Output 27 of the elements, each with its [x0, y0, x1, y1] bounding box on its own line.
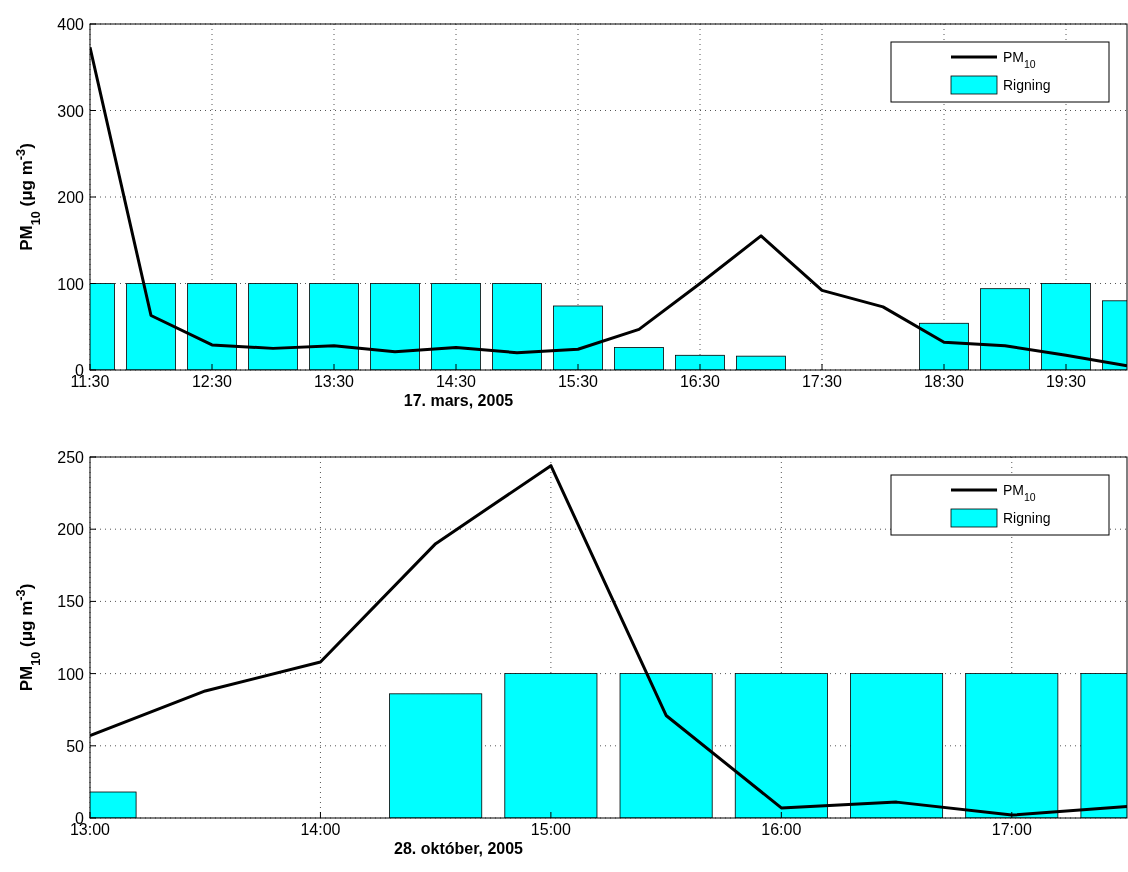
x-tick-label: 16:30: [679, 373, 721, 390]
x-tick-label: 13:30: [313, 373, 355, 390]
y-tick-label: 150: [57, 593, 85, 611]
legend-label: Rigning: [1003, 77, 1051, 93]
y-tick-label: 100: [57, 665, 85, 683]
y-tick-label: 200: [57, 521, 85, 539]
x-tick-label: 15:00: [530, 821, 572, 838]
y-tick-label: 250: [57, 449, 85, 466]
y-tick-label: 50: [66, 737, 85, 755]
x-tick-label: 19:30: [1045, 373, 1087, 390]
legend-label: PM$_{10}$: [1003, 482, 1036, 503]
y-tick-label: 300: [57, 102, 85, 120]
y-tick-label: 400: [57, 16, 85, 33]
x-axis-title: 28. október, 2005: [394, 840, 524, 857]
x-tick-label: 16:00: [761, 821, 802, 838]
x-tick-label: 17:00: [991, 821, 1032, 838]
y-tick-label: 200: [57, 189, 85, 206]
x-tick-label: 12:30: [191, 373, 233, 390]
x-tick-label: 15:30: [557, 373, 599, 390]
legend-label: Rigning: [1003, 510, 1051, 526]
y-tick-label: 100: [57, 275, 85, 293]
x-tick-label: 14:30: [435, 373, 477, 390]
x-tick-label: 18:30: [923, 373, 965, 390]
x-tick-label: 14:00: [300, 821, 341, 838]
x-axis-title: 17. mars, 2005: [403, 392, 514, 409]
x-tick-label: 17:30: [801, 373, 843, 390]
legend-label: PM$_{10}$: [1003, 49, 1036, 70]
